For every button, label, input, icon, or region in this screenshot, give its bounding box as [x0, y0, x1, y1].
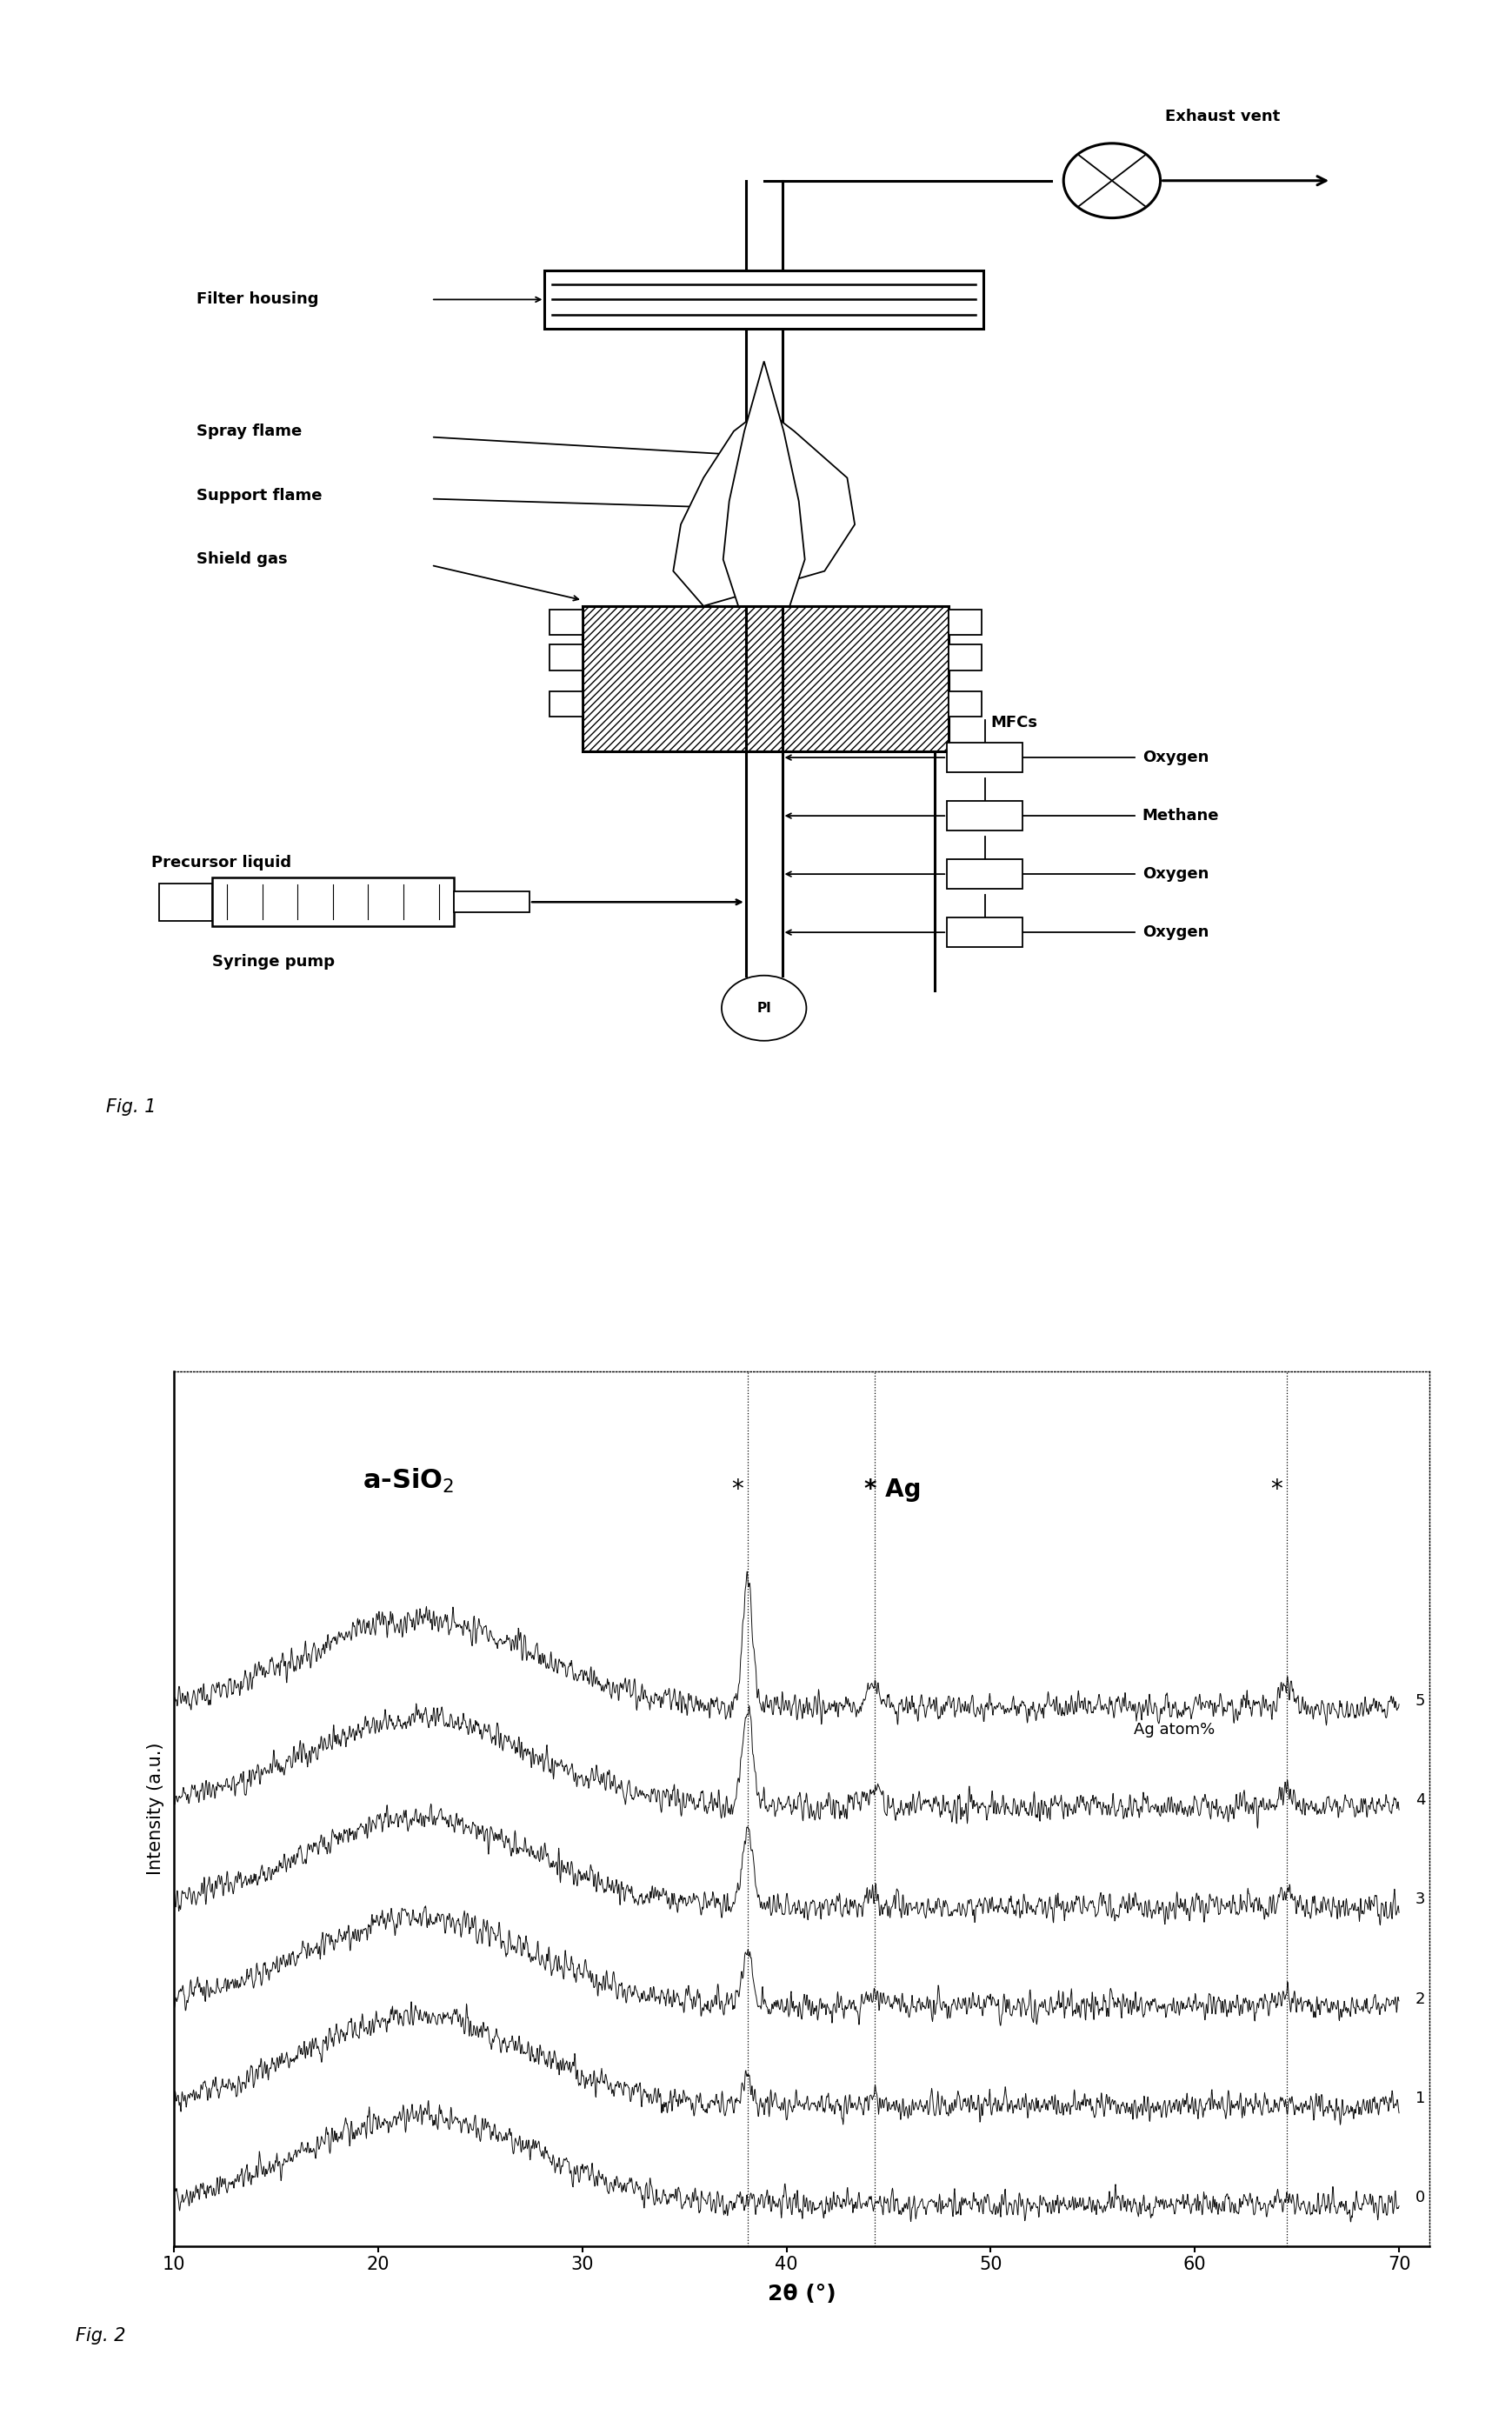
Text: *: *	[732, 1479, 742, 1503]
Bar	[948, 643, 981, 670]
Text: Precursor liquid: Precursor liquid	[151, 855, 292, 869]
Text: Syringe pump: Syringe pump	[212, 954, 334, 969]
Text: Oxygen: Oxygen	[1142, 867, 1208, 881]
Text: * Ag: * Ag	[863, 1479, 921, 1503]
Bar	[948, 609, 981, 636]
X-axis label: 2θ (°): 2θ (°)	[767, 2282, 836, 2304]
Text: Support flame: Support flame	[197, 488, 322, 503]
Bar	[454, 891, 529, 913]
Text: PI: PI	[756, 1003, 771, 1015]
Text: *: *	[1270, 1479, 1282, 1503]
Bar	[212, 877, 454, 927]
Text: 5: 5	[1415, 1692, 1424, 1709]
Text: 1: 1	[1415, 2091, 1424, 2108]
Bar	[947, 743, 1022, 772]
Bar	[159, 884, 212, 920]
Text: Methane: Methane	[1142, 809, 1219, 823]
Text: Exhaust vent: Exhaust vent	[1164, 109, 1279, 124]
Bar	[549, 609, 582, 636]
Text: Fig. 1: Fig. 1	[106, 1097, 156, 1117]
Bar	[947, 918, 1022, 947]
Bar	[947, 801, 1022, 830]
Text: a-SiO$_2$: a-SiO$_2$	[363, 1467, 454, 1496]
Bar	[544, 270, 983, 328]
Y-axis label: Intensity (a.u.): Intensity (a.u.)	[147, 1743, 165, 1874]
Text: Spray flame: Spray flame	[197, 422, 302, 439]
Text: 4: 4	[1415, 1792, 1424, 1809]
Text: Fig. 2: Fig. 2	[76, 2326, 125, 2345]
Text: Oxygen: Oxygen	[1142, 925, 1208, 940]
Text: Oxygen: Oxygen	[1142, 750, 1208, 765]
Bar	[549, 643, 582, 670]
Polygon shape	[673, 408, 854, 607]
Text: 2: 2	[1415, 1991, 1424, 2008]
Polygon shape	[723, 362, 804, 607]
Text: Shield gas: Shield gas	[197, 551, 287, 568]
Bar	[582, 607, 948, 753]
Bar	[549, 692, 582, 716]
Bar	[947, 860, 1022, 889]
Text: 0: 0	[1415, 2190, 1424, 2205]
Text: Ag atom%: Ag atom%	[1132, 1721, 1214, 1736]
Text: Filter housing: Filter housing	[197, 291, 319, 308]
Bar	[948, 692, 981, 716]
Text: 3: 3	[1415, 1891, 1424, 1908]
Text: MFCs: MFCs	[990, 714, 1037, 731]
